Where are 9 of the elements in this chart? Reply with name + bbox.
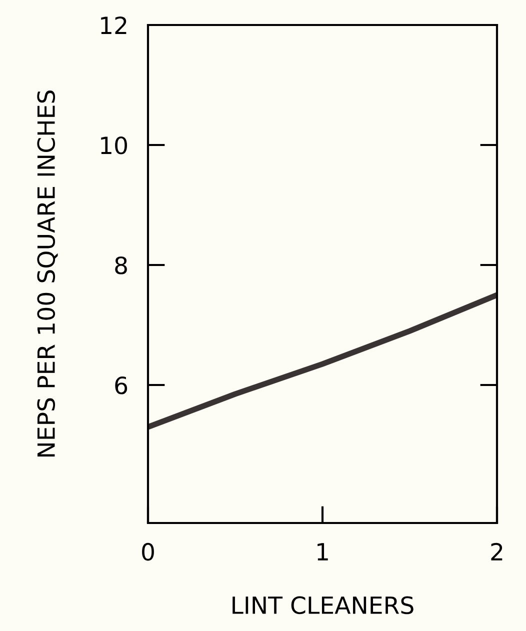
- x-axis-title: LINT CLEANERS: [232, 596, 414, 614]
- y-tick-label: 6: [115, 376, 128, 394]
- x-tick-label: 1: [318, 543, 328, 560]
- y-tick-label: 8: [115, 256, 127, 274]
- y-tick-label: 10: [101, 136, 127, 154]
- y-tick-label: 12: [101, 16, 126, 34]
- y-axis-title: NEPS PER 100 SQUARE INCHES: [37, 90, 58, 456]
- x-tick-label: 2: [491, 542, 502, 560]
- x-tick-label: 0: [142, 542, 154, 561]
